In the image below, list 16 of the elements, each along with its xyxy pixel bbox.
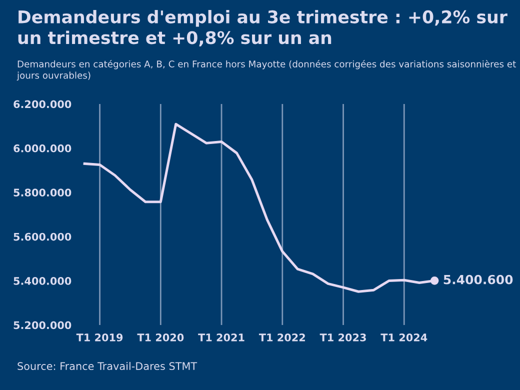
data-label: 5.400.600 [444, 274, 513, 284]
y-tick-label: 6.000.000 [14, 144, 72, 152]
source-note: Source: France Travail-Dares STMT [18, 362, 198, 370]
y-tick-label: 5.400.000 [14, 277, 72, 285]
y-tick-label: 5.800.000 [14, 188, 72, 197]
x-tick-label: T1 2022 [258, 334, 305, 342]
x-tick-label: T1 2021 [198, 334, 244, 342]
y-tick-label: 6.200.000 [14, 100, 72, 108]
x-tick-label: T1 2020 [137, 334, 184, 342]
y-tick-label: 5.600.000 [14, 232, 72, 241]
x-tick-label: T1 2023 [320, 334, 366, 342]
chart-title: Demandeurs d'emploi au 3e trimestre : +0,2% sur un trimestre et +0,8% sur un an [18, 10, 508, 46]
x-tick-label: T1 2024 [380, 334, 428, 342]
x-tick-label: T1 2019 [76, 334, 123, 342]
chart-subtitle: Demandeurs en catégories A, B, C en France hors Mayotte (données corrigées des variations saisonnières et jours ouvrables) [16, 60, 516, 81]
y-tick-label: 5.200.000 [14, 321, 72, 330]
